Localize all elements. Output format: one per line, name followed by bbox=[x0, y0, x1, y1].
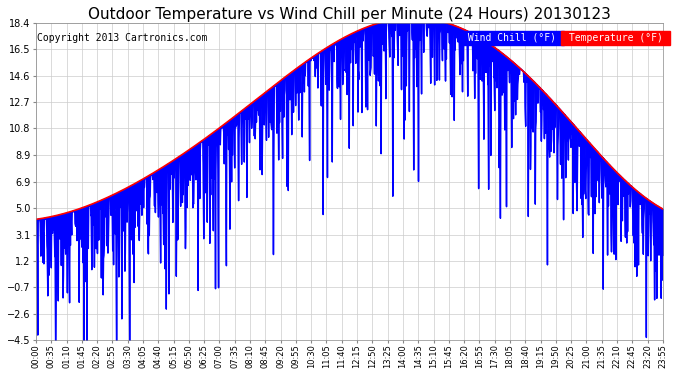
Title: Outdoor Temperature vs Wind Chill per Minute (24 Hours) 20130123: Outdoor Temperature vs Wind Chill per Mi… bbox=[88, 7, 611, 22]
Text: Temperature (°F): Temperature (°F) bbox=[562, 33, 669, 43]
Text: Wind Chill (°F): Wind Chill (°F) bbox=[462, 33, 562, 43]
Text: Copyright 2013 Cartronics.com: Copyright 2013 Cartronics.com bbox=[37, 33, 207, 43]
